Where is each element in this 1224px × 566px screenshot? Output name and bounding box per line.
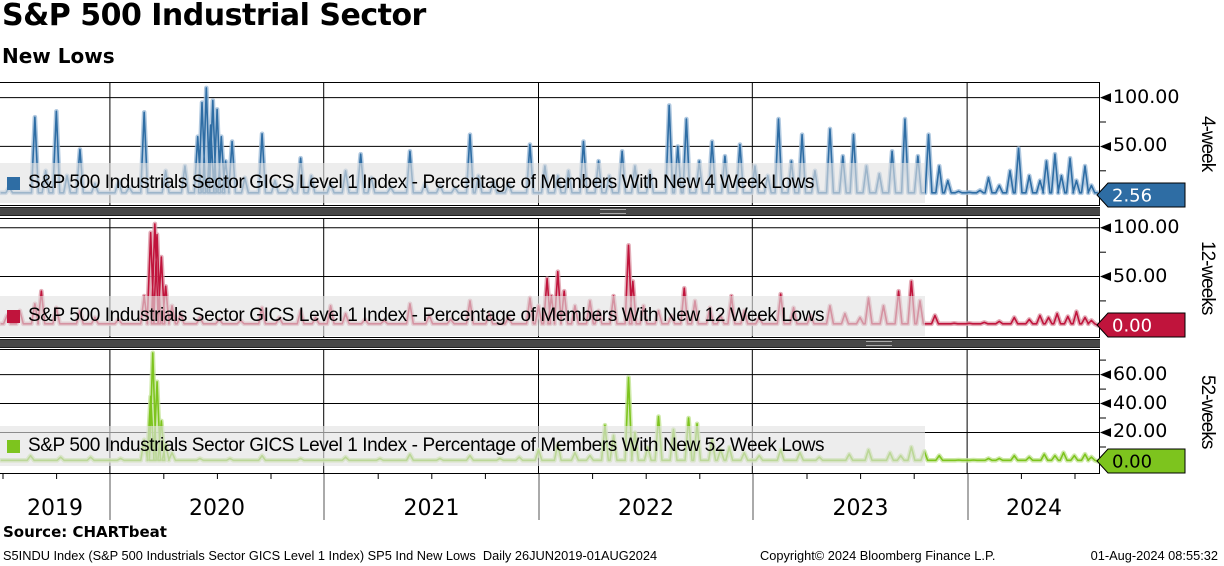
y-tick-label: 50.00 [1113,264,1168,287]
divider-grip-icon[interactable] [866,341,892,346]
page-title: S&P 500 Industrial Sector [2,0,426,33]
timestamp-label: 01-Aug-2024 08:55:32 [1090,548,1218,563]
y-tick-label: 100.00 [1113,85,1180,108]
legend-label: S&P 500 Industrials Sector GICS Level 1 … [28,435,825,456]
last-value-tag-12-weeks[interactable]: 0.00 [1096,312,1186,338]
last-value-tag-52-weeks[interactable]: 0.00 [1096,448,1186,474]
legend-swatch-icon [7,309,20,323]
x-tick-label-year: 2021 [403,496,460,521]
x-tick-label-year: 2022 [618,496,674,521]
chart-panel-12-weeks: S&P 500 Industrials Sector GICS Level 1 … [0,218,1100,338]
legend-item-12-weeks[interactable]: S&P 500 Industrials Sector GICS Level 1 … [0,296,925,336]
last-value-tag-4-week[interactable]: 2.56 [1096,182,1186,208]
svg-text:0.00: 0.00 [1112,452,1152,473]
x-tick-label-year: 2019 [27,496,83,521]
y-axis-4-week: 100.00 50.00 2.56 [1096,82,1224,208]
page-subtitle: New Lows [2,44,115,68]
legend-label: S&P 500 Industrials Sector GICS Level 1 … [28,172,814,193]
x-tick-label-year: 2020 [189,496,245,521]
y-tick-label: 100.00 [1113,215,1180,238]
svg-text:0.00: 0.00 [1112,316,1152,337]
x-tick-label-year: 2023 [832,496,889,521]
svg-text:2.56: 2.56 [1112,186,1152,207]
y-tick-label: 40.00 [1113,391,1168,414]
panel-name-label-12-weeks: 12-weeks [1197,241,1218,315]
y-tick-label: 20.00 [1113,420,1168,443]
y-tick-label: 60.00 [1113,362,1168,385]
chart-panel-52-weeks: S&P 500 Industrials Sector GICS Level 1 … [0,349,1100,474]
panel-name-label-4-week: 4-week [1197,116,1218,172]
chart-panel-4-week: S&P 500 Industrials Sector GICS Level 1 … [0,82,1100,206]
legend-swatch-icon [7,176,20,190]
legend-label: S&P 500 Industrials Sector GICS Level 1 … [28,305,825,326]
y-axis-12-weeks: 100.00 50.00 0.00 [1096,215,1224,338]
divider-grip-icon[interactable] [600,209,626,214]
panel-divider-2[interactable] [0,339,1100,348]
x-axis: 2019 2020 2021 2022 2023 2024 [0,474,1100,522]
y-axis-52-weeks: 60.00 40.00 20.00 0.00 [1096,349,1224,474]
panel-name-label-52-weeks: 52-weeks [1197,374,1218,449]
y-tick-label: 50.00 [1113,134,1168,157]
legend-item-52-weeks[interactable]: S&P 500 Industrials Sector GICS Level 1 … [0,426,925,466]
legend-swatch-icon [7,439,20,453]
x-tick-label-year: 2024 [1006,496,1062,521]
ticker-info-label: S5INDU Index (S&P 500 Industrials Sector… [3,548,658,563]
source-label: Source: CHARTbeat [3,523,167,541]
copyright-label: Copyright© 2024 Bloomberg Finance L.P. [760,548,996,563]
panel-divider-1[interactable] [0,207,1100,216]
legend-item-4-week[interactable]: S&P 500 Industrials Sector GICS Level 1 … [0,163,925,203]
